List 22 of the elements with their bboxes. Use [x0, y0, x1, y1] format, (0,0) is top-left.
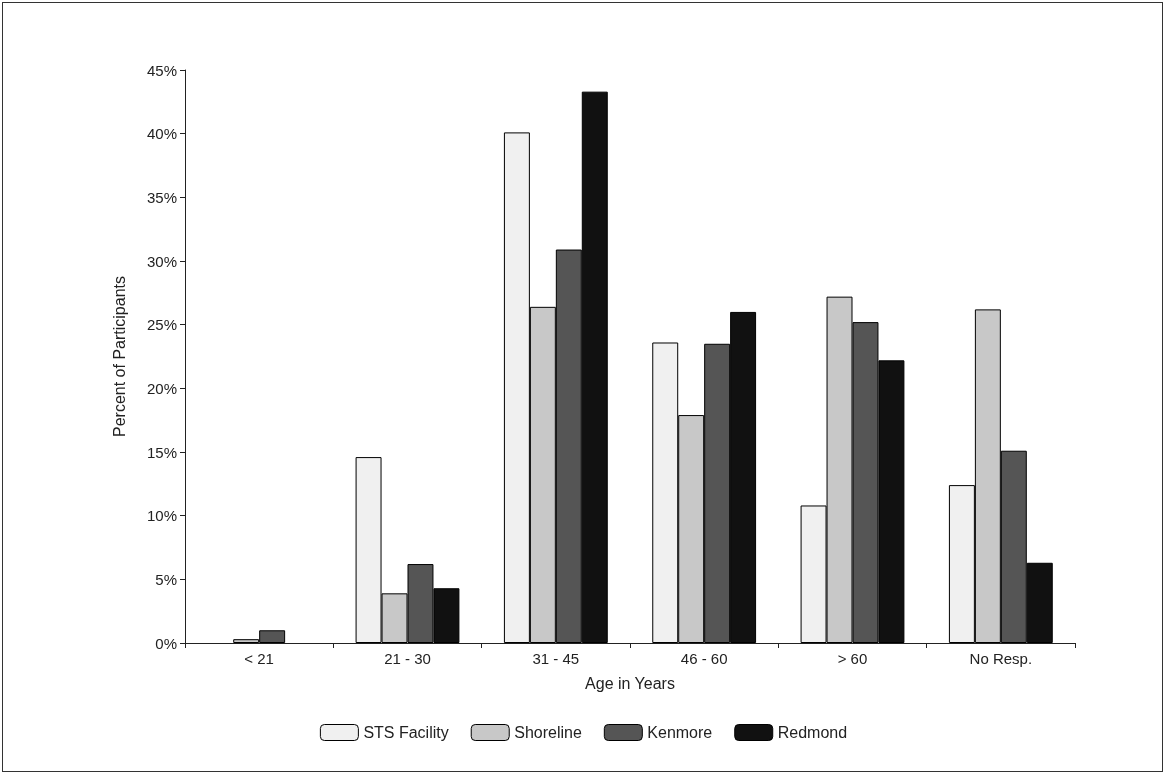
legend-label: STS Facility	[363, 724, 449, 741]
x-tick-label: 46 - 60	[680, 650, 728, 667]
x-tick-label: 31 - 45	[532, 650, 580, 667]
legend-label: Redmond	[777, 724, 848, 741]
x-tick-label: 21 - 30	[384, 650, 431, 667]
x-tick-label: > 60	[837, 650, 868, 667]
y-tick-label: 20%	[146, 379, 177, 397]
y-tick-label: 10%	[146, 507, 177, 525]
y-tick-label: 25%	[146, 316, 177, 334]
y-tick-label: 5%	[155, 570, 177, 588]
x-axis-title: Age in Years	[585, 674, 675, 692]
x-tick-label: < 21	[244, 650, 274, 667]
y-tick-label: 30%	[146, 252, 177, 270]
y-axis-title: Percent of Participants	[110, 276, 128, 437]
y-tick-label: 15%	[146, 443, 177, 461]
y-tick-label: 40%	[146, 125, 177, 143]
x-tick-label: No Resp.	[969, 650, 1033, 667]
legend-label: Kenmore	[647, 724, 713, 741]
y-tick-label: 45%	[146, 61, 177, 79]
y-tick-label: 0%	[155, 634, 177, 652]
y-tick-label: 35%	[146, 188, 177, 206]
legend-label: Shoreline	[514, 724, 582, 741]
